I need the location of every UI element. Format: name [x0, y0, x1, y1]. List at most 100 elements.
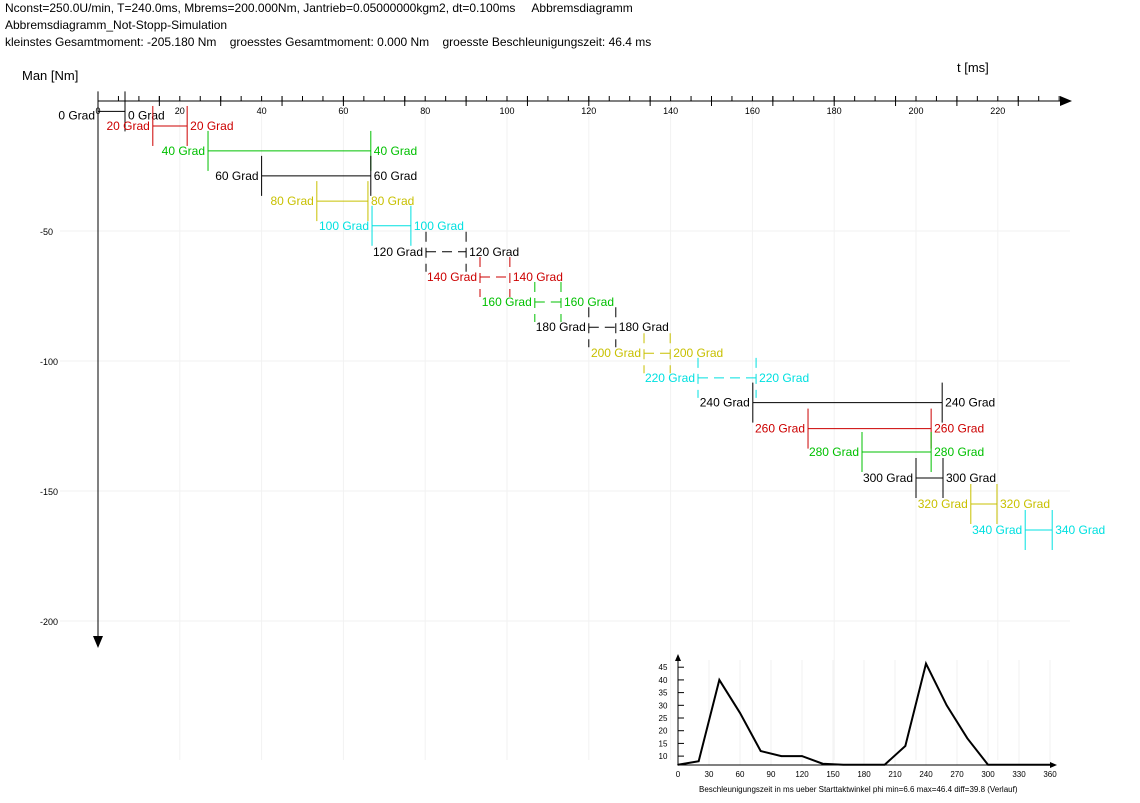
- interval-end-label: 240 Grad: [945, 396, 995, 410]
- inset-data-point: [987, 763, 989, 766]
- y-axis-label: Man [Nm]: [22, 68, 78, 83]
- interval-start-label: 300 Grad: [863, 471, 913, 485]
- x-axis-label: t [ms]: [957, 60, 989, 75]
- inset-x-tick-label: 30: [705, 770, 714, 779]
- interval-end-label: 280 Grad: [934, 445, 984, 459]
- inset-y-tick-label: 30: [659, 701, 668, 710]
- y-tick-label: -50: [40, 227, 53, 237]
- inset-data-point: [904, 745, 907, 747]
- inset-x-tick-label: 330: [1012, 770, 1026, 779]
- interval-start-label: 240 Grad: [700, 396, 750, 410]
- inset-x-tick-label: 120: [795, 770, 809, 779]
- interval-start-label: 120 Grad: [373, 245, 423, 259]
- interval-start-label: 220 Grad: [645, 371, 695, 385]
- inset-data-point: [677, 763, 679, 766]
- interval-start-label: 20 Grad: [106, 119, 149, 133]
- interval-end-label: 200 Grad: [673, 346, 723, 360]
- inset-data-point: [883, 763, 886, 766]
- inset-y-tick-label: 25: [659, 714, 668, 723]
- header-summary: kleinstes Gesamtmoment: -205.180 Nm groe…: [5, 35, 652, 49]
- inset-x-arrow-icon: [1050, 762, 1057, 768]
- y-axis-arrow-icon: [93, 636, 103, 648]
- inset-data-point: [821, 762, 824, 765]
- inset-x-tick-label: 210: [888, 770, 902, 779]
- inset-x-tick-label: 60: [736, 770, 745, 779]
- interval-start-label: 180 Grad: [536, 320, 586, 334]
- inset-y-arrow-icon: [675, 654, 681, 661]
- inset-data-point: [842, 763, 845, 766]
- inset-data-point: [780, 755, 783, 757]
- interval-start-label: 340 Grad: [972, 523, 1022, 537]
- inset-y-tick-label: 45: [659, 663, 668, 672]
- x-tick-label: 220: [990, 106, 1005, 116]
- interval-end-label: 160 Grad: [564, 295, 614, 309]
- interval-start-label: 320 Grad: [918, 497, 968, 511]
- interval-end-label: 40 Grad: [374, 144, 417, 158]
- interval-start-label: 80 Grad: [270, 194, 313, 208]
- inset-data-point: [1049, 763, 1051, 766]
- x-tick-label: 120: [581, 106, 596, 116]
- interval-end-label: 220 Grad: [759, 371, 809, 385]
- inset-x-tick-label: 150: [826, 770, 840, 779]
- interval-end-label: 140 Grad: [513, 270, 563, 284]
- inset-x-tick-label: 180: [857, 770, 871, 779]
- interval-end-label: 340 Grad: [1055, 523, 1105, 537]
- interval-end-label: 320 Grad: [1000, 497, 1050, 511]
- x-tick-label: 40: [257, 106, 267, 116]
- inset-y-tick-label: 40: [659, 676, 668, 685]
- inset-y-tick-label: 20: [659, 727, 668, 736]
- inset-data-point: [739, 712, 741, 714]
- inset-data-point: [966, 737, 969, 740]
- inset-x-tick-label: 240: [919, 770, 933, 779]
- inset-data-point: [1028, 763, 1031, 766]
- x-tick-label: 140: [663, 106, 678, 116]
- inset-data-point: [718, 679, 721, 681]
- inset-x-tick-label: 360: [1043, 770, 1057, 779]
- interval-start-label: 40 Grad: [162, 144, 205, 158]
- inset-data-point: [697, 760, 700, 762]
- x-tick-label: 60: [338, 106, 348, 116]
- y-tick-label: -200: [40, 617, 58, 627]
- x-tick-label: 160: [745, 106, 760, 116]
- header-title: Abbremsdiagramm_Not-Stopp-Simulation: [5, 18, 228, 32]
- interval-end-label: 300 Grad: [946, 471, 996, 485]
- interval-start-label: 160 Grad: [482, 295, 532, 309]
- x-tick-label: 20: [175, 106, 185, 116]
- x-tick-label: 200: [908, 106, 923, 116]
- inset-y-tick-label: 35: [659, 689, 668, 698]
- inset-x-tick-label: 0: [676, 770, 681, 779]
- interval-end-label: 260 Grad: [934, 422, 984, 436]
- x-tick-label: 80: [420, 106, 430, 116]
- y-tick-label: -100: [40, 357, 58, 367]
- inset-x-tick-label: 300: [981, 770, 995, 779]
- interval-end-label: 80 Grad: [371, 194, 414, 208]
- interval-end-label: 60 Grad: [374, 169, 417, 183]
- header-parameters: Nconst=250.0U/min, T=240.0ms, Mbrems=200…: [5, 1, 633, 15]
- interval-start-label: 100 Grad: [319, 219, 369, 233]
- interval-end-label: 100 Grad: [414, 219, 464, 233]
- x-tick-label: 100: [499, 106, 514, 116]
- interval-start-label: 140 Grad: [427, 270, 477, 284]
- inset-data-point: [863, 763, 865, 766]
- interval-start-label: 280 Grad: [809, 445, 859, 459]
- x-axis-arrow-icon: [1060, 96, 1072, 106]
- x-tick-label: 180: [827, 106, 842, 116]
- inset-y-tick-label: 10: [659, 752, 668, 761]
- interval-start-label: 200 Grad: [591, 346, 641, 360]
- interval-start-label: 0 Grad: [58, 108, 95, 122]
- inset-x-tick-label: 270: [950, 770, 964, 779]
- interval-start-label: 60 Grad: [215, 169, 258, 183]
- interval-end-label: 20 Grad: [190, 119, 233, 133]
- interval-end-label: 180 Grad: [619, 320, 669, 334]
- inset-data-point: [925, 662, 927, 665]
- interval-end-label: 0 Grad: [128, 108, 165, 122]
- inset-data-point: [1007, 763, 1010, 766]
- inset-caption: Beschleunigungszeit in ms ueber Starttak…: [699, 785, 1018, 794]
- interval-end-label: 120 Grad: [469, 245, 519, 259]
- inset-y-tick-label: 15: [659, 739, 668, 748]
- inset-data-point: [759, 750, 762, 752]
- y-tick-label: -150: [40, 487, 58, 497]
- inset-x-tick-label: 90: [767, 770, 776, 779]
- inset-data-point: [945, 704, 948, 707]
